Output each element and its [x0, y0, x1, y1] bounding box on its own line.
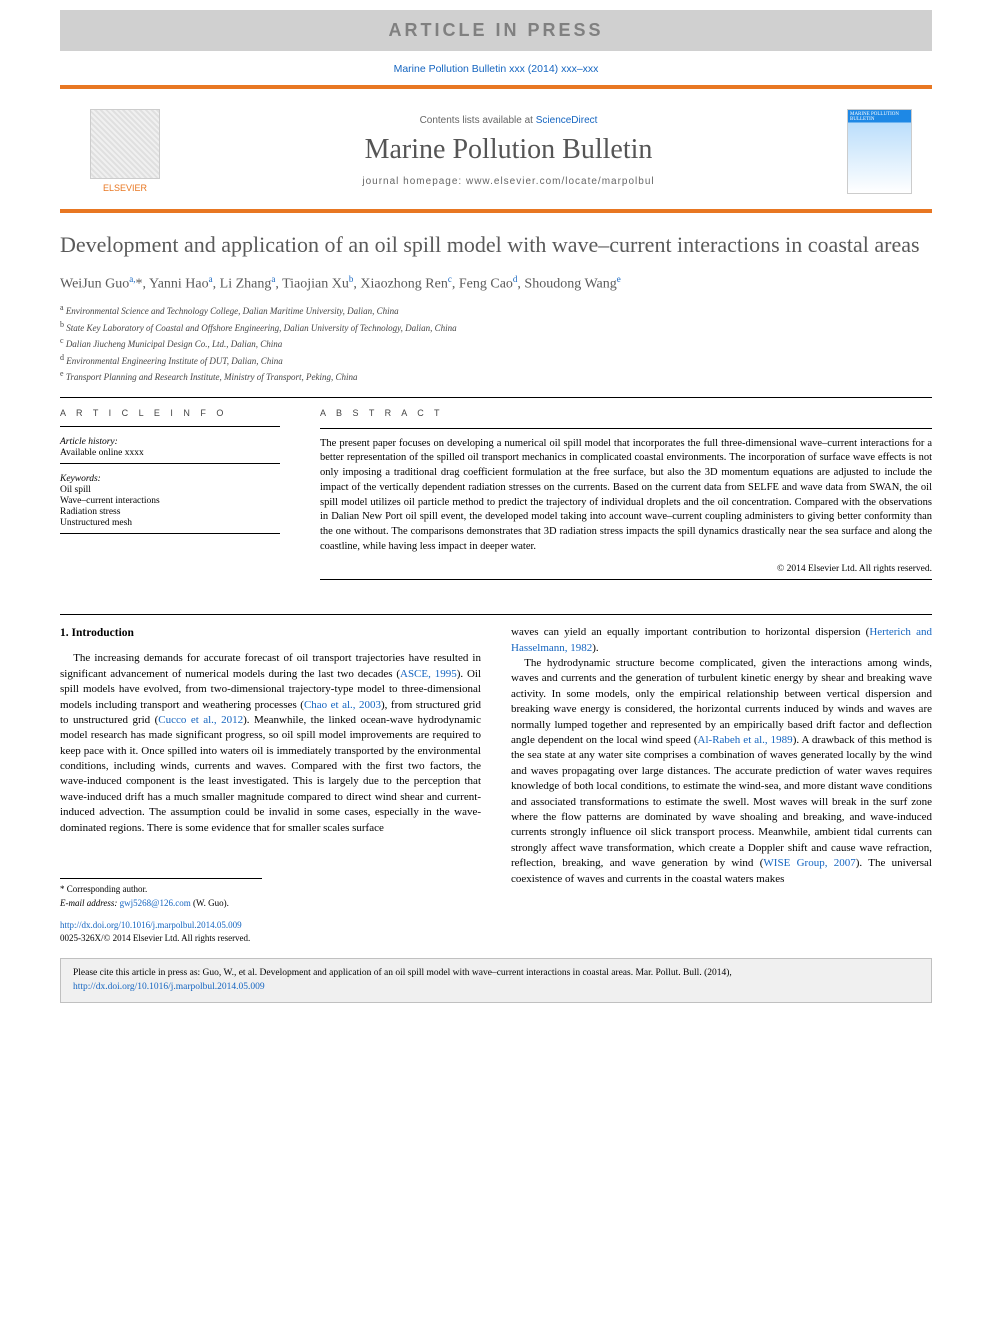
abstract-divider-top — [320, 428, 932, 429]
abstract-divider-bottom — [320, 579, 932, 580]
email-suffix: (W. Guo). — [191, 898, 229, 908]
please-cite-box: Please cite this article in press as: Gu… — [60, 958, 932, 1003]
doi-link[interactable]: http://dx.doi.org/10.1016/j.marpolbul.20… — [60, 920, 242, 930]
citation-alrabeh-1989[interactable]: Al-Rabeh et al., 1989 — [698, 734, 793, 746]
citation-asce-1995[interactable]: ASCE, 1995 — [400, 668, 457, 680]
intro-paragraph-1: The increasing demands for accurate fore… — [60, 651, 481, 836]
corresponding-author-email-line: E-mail address: gwj5268@126.com (W. Guo)… — [60, 897, 262, 910]
doi-issn-block: http://dx.doi.org/10.1016/j.marpolbul.20… — [60, 919, 481, 944]
affiliation-line: a Environmental Science and Technology C… — [60, 302, 932, 319]
info-abstract-row: a r t i c l e i n f o Article history: A… — [60, 408, 932, 589]
article-history-available: Available online xxxx — [60, 448, 280, 458]
citation-chao-2003[interactable]: Chao et al., 2003 — [304, 699, 381, 711]
article-history-label: Article history: — [60, 437, 280, 447]
article-in-press-banner: ARTICLE IN PRESS — [60, 10, 932, 51]
affiliation-line: c Dalian Jiucheng Municipal Design Co., … — [60, 335, 932, 352]
elsevier-tree-icon — [90, 109, 160, 179]
journal-issue-reference: Marine Pollution Bulletin xxx (2014) xxx… — [0, 63, 992, 75]
keyword-item: Unstructured mesh — [60, 518, 280, 528]
publisher-name: ELSEVIER — [103, 183, 147, 193]
cite-box-doi-link[interactable]: http://dx.doi.org/10.1016/j.marpolbul.20… — [73, 982, 265, 992]
abstract-text: The present paper focuses on developing … — [320, 437, 932, 555]
affiliation-line: e Transport Planning and Research Instit… — [60, 368, 932, 385]
abstract-heading: a b s t r a c t — [320, 408, 932, 418]
info-divider-1 — [60, 426, 280, 427]
author-email-link[interactable]: gwj5268@126.com — [120, 898, 191, 908]
divider-mid — [60, 614, 932, 615]
intro-paragraph-1-cont: waves can yield an equally important con… — [511, 625, 932, 656]
header-center: Contents lists available at ScienceDirec… — [190, 115, 827, 187]
abstract-copyright: © 2014 Elsevier Ltd. All rights reserved… — [320, 564, 932, 574]
info-divider-3 — [60, 533, 280, 534]
section-1-heading: 1. Introduction — [60, 625, 481, 641]
email-label: E-mail address: — [60, 898, 120, 908]
issn-copyright-line: 0025-326X/© 2014 Elsevier Ltd. All right… — [60, 933, 250, 943]
corresponding-author-footnote: * Corresponding author. E-mail address: … — [60, 878, 262, 909]
journal-name: Marine Pollution Bulletin — [190, 134, 827, 166]
keywords-list: Oil spillWave–current interactionsRadiat… — [60, 485, 280, 528]
body-two-column: 1. Introduction The increasing demands f… — [60, 625, 932, 958]
article-info-column: a r t i c l e i n f o Article history: A… — [60, 408, 280, 589]
citation-wise-2007[interactable]: WISE Group, 2007 — [763, 857, 855, 869]
elsevier-logo: ELSEVIER — [80, 101, 170, 201]
citation-cucco-2012[interactable]: Cucco et al., 2012 — [158, 714, 243, 726]
contents-prefix: Contents lists available at — [420, 115, 536, 126]
affiliation-line: b State Key Laboratory of Coastal and Of… — [60, 319, 932, 336]
affiliation-line: d Environmental Engineering Institute of… — [60, 352, 932, 369]
contents-available-line: Contents lists available at ScienceDirec… — [190, 115, 827, 126]
article-title: Development and application of an oil sp… — [60, 231, 932, 260]
keyword-item: Oil spill — [60, 485, 280, 495]
article-info-heading: a r t i c l e i n f o — [60, 408, 280, 418]
intro-paragraph-2: The hydrodynamic structure become compli… — [511, 656, 932, 887]
journal-homepage: journal homepage: www.elsevier.com/locat… — [190, 176, 827, 187]
keywords-label: Keywords: — [60, 474, 280, 484]
info-divider-2 — [60, 463, 280, 464]
author-list: WeiJun Guoa,*, Yanni Haoa, Li Zhanga, Ti… — [60, 274, 932, 293]
divider-top — [60, 397, 932, 398]
keyword-item: Radiation stress — [60, 507, 280, 517]
cite-box-text: Please cite this article in press as: Gu… — [73, 968, 732, 978]
corresponding-author-label: * Corresponding author. — [60, 883, 262, 896]
journal-cover-thumbnail: MARINE POLLUTION BULLETIN — [847, 109, 912, 194]
abstract-column: a b s t r a c t The present paper focuse… — [320, 408, 932, 589]
sciencedirect-link[interactable]: ScienceDirect — [536, 115, 598, 126]
keyword-item: Wave–current interactions — [60, 496, 280, 506]
affiliations-list: a Environmental Science and Technology C… — [60, 302, 932, 385]
journal-header-box: ELSEVIER Contents lists available at Sci… — [60, 85, 932, 213]
